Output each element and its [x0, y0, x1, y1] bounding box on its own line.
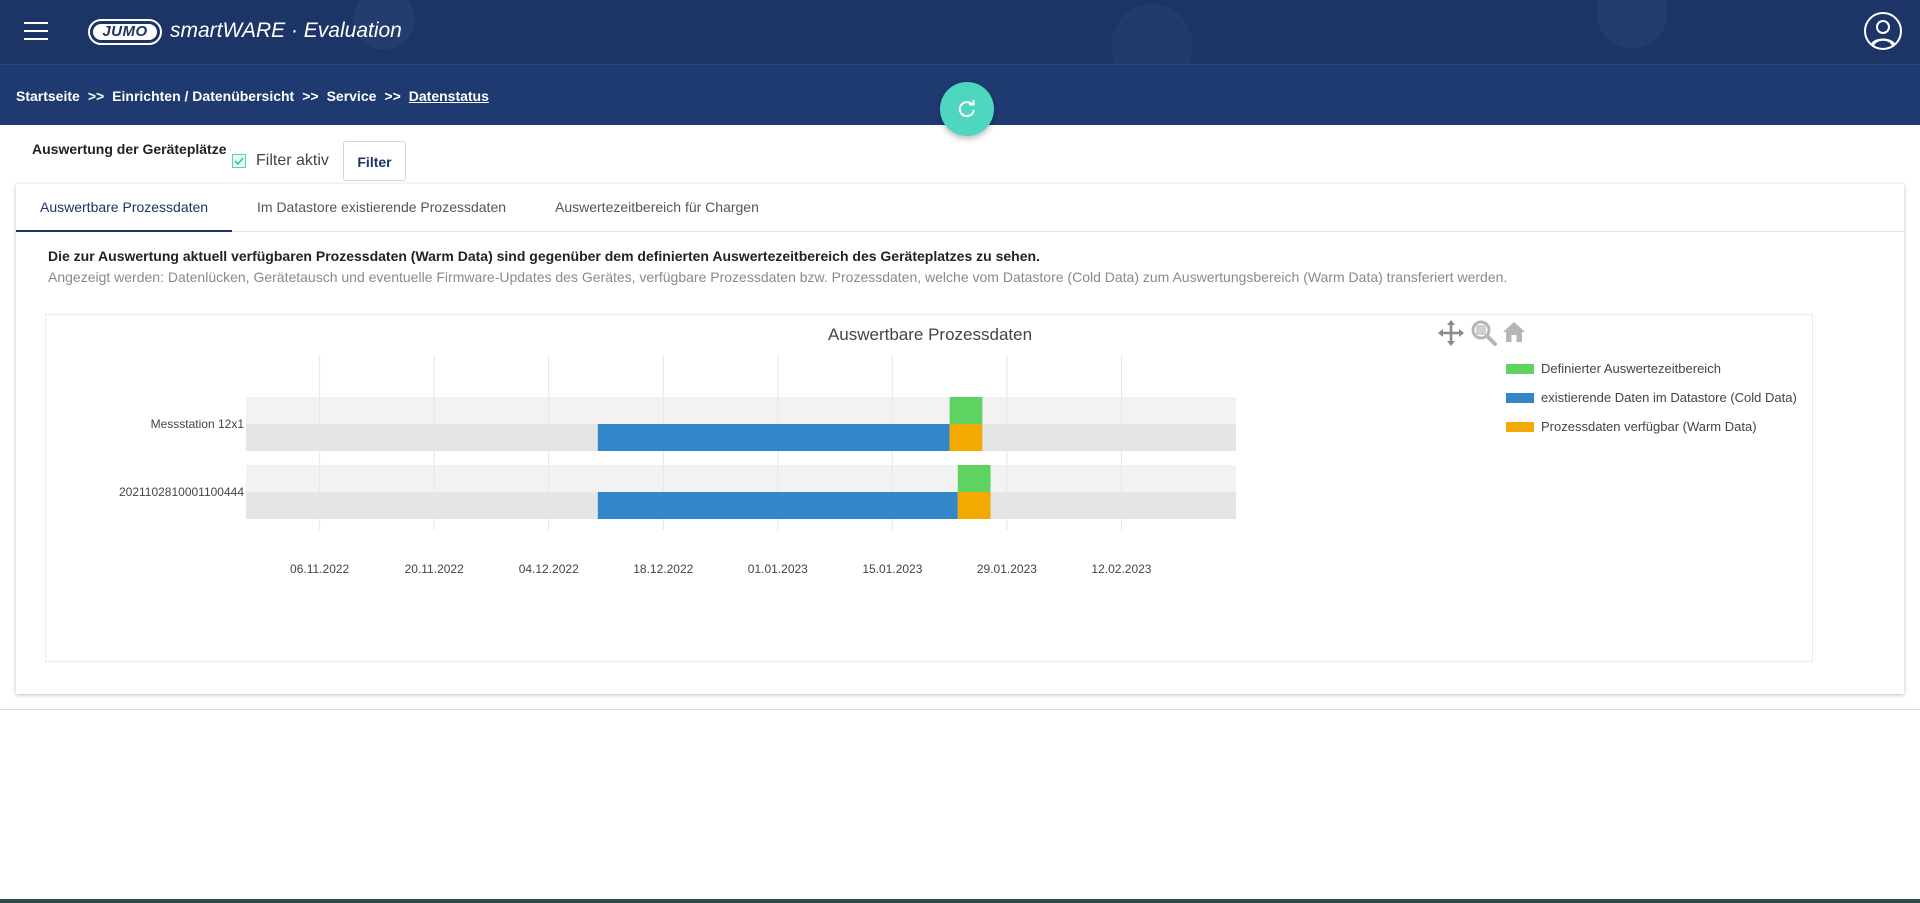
- legend-swatch-defined: [1506, 364, 1534, 374]
- row-band-upper: [246, 397, 1236, 424]
- app-header: JUMO smartWARE · Evaluation: [0, 0, 1920, 65]
- breadcrumb-item-einrichten[interactable]: Einrichten / Datenübersicht: [112, 88, 295, 104]
- chart-title: Auswertbare Prozessdaten: [827, 325, 1033, 344]
- interval-bar-cold-data: [597, 492, 958, 519]
- jumo-logo: JUMO: [88, 19, 162, 45]
- breadcrumb-item-service[interactable]: Service: [326, 88, 377, 104]
- interval-bar-cold-data: [597, 424, 950, 451]
- timeline-chart: 06.11.2022 20.11.2022 04.12.2022 18.12.2022…: [45, 314, 1813, 662]
- legend-swatch-warm: [1506, 422, 1534, 432]
- section-label: Auswertung der Geräteplätze: [32, 141, 227, 157]
- interval-bar-defined: [949, 397, 983, 424]
- row-band-upper: [246, 465, 1236, 492]
- interval-bar-warm-data: [949, 424, 983, 451]
- app-title: smartWARE · Evaluation: [170, 19, 402, 42]
- y-category-label: Messstation 12x1: [151, 417, 245, 431]
- refresh-button[interactable]: [940, 82, 994, 136]
- interval-bar-defined: [957, 465, 991, 492]
- interval-bar-warm-data: [957, 492, 991, 519]
- y-category-label: 2021102810001100444: [119, 485, 244, 499]
- x-tick-label: 29.01.2023: [977, 562, 1037, 576]
- checkmark-icon: [234, 157, 244, 166]
- x-tick-label: 06.11.2022: [290, 562, 349, 576]
- user-account-icon[interactable]: [1864, 12, 1902, 50]
- breadcrumb-separator: >>: [87, 88, 105, 104]
- info-subtitle: Angezeigt werden: Datenlücken, Gerätetau…: [48, 269, 1508, 285]
- logo-text: JUMO: [93, 24, 157, 40]
- breadcrumb-separator: >>: [302, 88, 319, 104]
- filter-active-checkbox[interactable]: [232, 154, 246, 168]
- legend-label: Definierter Auswertezeitbereich: [1541, 361, 1721, 376]
- hamburger-menu-icon[interactable]: [22, 22, 50, 42]
- footer-divider: [0, 709, 1920, 710]
- breadcrumb-item-startseite[interactable]: Startseite: [16, 88, 80, 104]
- filter-active-label[interactable]: Filter aktiv: [256, 152, 329, 169]
- x-tick-label: 20.11.2022: [405, 562, 464, 576]
- legend-label: Prozessdaten verfügbar (Warm Data): [1541, 419, 1757, 434]
- legend-swatch-cold: [1506, 393, 1534, 403]
- legend-label: existierende Daten im Datastore (Cold Da…: [1541, 390, 1797, 405]
- x-tick-label: 15.01.2023: [862, 562, 922, 576]
- breadcrumb-separator: >>: [384, 88, 401, 104]
- x-tick-label: 12.02.2023: [1091, 562, 1151, 576]
- tab-auswertbare-prozessdaten[interactable]: Auswertbare Prozessdaten: [16, 184, 233, 232]
- x-tick-label: 18.12.2022: [633, 562, 693, 576]
- info-title: Die zur Auswertung aktuell verfügbaren P…: [48, 248, 1040, 264]
- refresh-icon: [958, 100, 975, 118]
- tab-datastore-prozessdaten[interactable]: Im Datastore existierende Prozessdaten: [257, 199, 507, 215]
- chart-plot: 06.11.2022 20.11.2022 04.12.2022 18.12.2022…: [119, 355, 1236, 576]
- tab-auswertezeitbereich-chargen[interactable]: Auswertezeitbereich für Chargen: [555, 199, 759, 215]
- x-tick-label: 01.01.2023: [748, 562, 808, 576]
- tab-bar: Auswertbare Prozessdaten Im Datastore ex…: [16, 184, 1904, 232]
- x-tick-label: 04.12.2022: [519, 562, 579, 576]
- main-card: Auswertbare Prozessdaten Im Datastore ex…: [16, 184, 1904, 694]
- filter-button[interactable]: Filter: [343, 141, 406, 181]
- breadcrumb-item-datenstatus[interactable]: Datenstatus: [408, 88, 489, 104]
- window-bottom-edge: [0, 899, 1920, 903]
- breadcrumb: Startseite >> Einrichten / Datenübersicht >…: [16, 88, 489, 104]
